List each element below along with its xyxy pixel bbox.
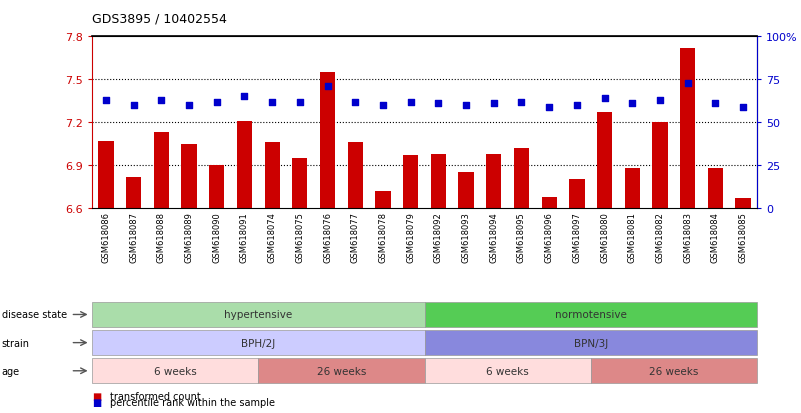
Bar bbox=[431, 154, 446, 209]
FancyBboxPatch shape bbox=[425, 358, 590, 384]
Text: GDS3895 / 10402554: GDS3895 / 10402554 bbox=[92, 12, 227, 25]
Text: BPN/3J: BPN/3J bbox=[574, 338, 608, 348]
Point bbox=[266, 99, 279, 106]
Text: age: age bbox=[2, 366, 20, 376]
Bar bbox=[292, 159, 308, 209]
Bar bbox=[458, 173, 473, 209]
Text: transformed count: transformed count bbox=[110, 392, 200, 401]
FancyBboxPatch shape bbox=[92, 358, 258, 384]
Text: strain: strain bbox=[2, 338, 30, 348]
Point bbox=[376, 102, 389, 109]
Point bbox=[155, 97, 167, 104]
FancyBboxPatch shape bbox=[258, 358, 425, 384]
Bar bbox=[597, 113, 612, 209]
Point bbox=[598, 95, 611, 102]
Text: ■: ■ bbox=[92, 397, 102, 407]
Bar bbox=[403, 156, 418, 209]
Point bbox=[127, 102, 140, 109]
Bar bbox=[264, 143, 280, 209]
FancyBboxPatch shape bbox=[590, 358, 757, 384]
Bar bbox=[154, 133, 169, 209]
Text: ■: ■ bbox=[92, 392, 102, 401]
Bar bbox=[652, 123, 667, 209]
Point bbox=[293, 99, 306, 106]
Bar bbox=[320, 73, 335, 209]
Bar bbox=[237, 121, 252, 209]
FancyBboxPatch shape bbox=[425, 330, 757, 356]
Bar bbox=[486, 154, 501, 209]
Point bbox=[570, 102, 583, 109]
Point bbox=[183, 102, 195, 109]
Bar bbox=[570, 180, 585, 209]
Text: percentile rank within the sample: percentile rank within the sample bbox=[110, 397, 275, 407]
Point bbox=[709, 101, 722, 107]
Bar bbox=[514, 149, 529, 209]
Bar bbox=[708, 169, 723, 209]
Point bbox=[460, 102, 473, 109]
Bar bbox=[625, 169, 640, 209]
Point bbox=[321, 83, 334, 90]
Point bbox=[238, 94, 251, 100]
Bar bbox=[541, 197, 557, 209]
Text: 26 weeks: 26 weeks bbox=[649, 366, 698, 376]
Point bbox=[349, 99, 362, 106]
Point bbox=[99, 97, 112, 104]
Bar bbox=[126, 177, 141, 209]
Point bbox=[737, 104, 750, 111]
Bar bbox=[182, 144, 197, 209]
Point bbox=[626, 101, 638, 107]
Bar bbox=[209, 166, 224, 209]
Point bbox=[405, 99, 417, 106]
Point bbox=[654, 97, 666, 104]
Point bbox=[487, 101, 500, 107]
Text: disease state: disease state bbox=[2, 310, 66, 320]
Bar bbox=[99, 141, 114, 209]
FancyBboxPatch shape bbox=[92, 330, 425, 356]
Bar bbox=[348, 143, 363, 209]
Point bbox=[515, 99, 528, 106]
Point bbox=[211, 99, 223, 106]
Text: 6 weeks: 6 weeks bbox=[486, 366, 529, 376]
Text: 6 weeks: 6 weeks bbox=[154, 366, 196, 376]
Text: normotensive: normotensive bbox=[555, 310, 626, 320]
Text: BPH/2J: BPH/2J bbox=[241, 338, 276, 348]
Text: hypertensive: hypertensive bbox=[224, 310, 292, 320]
Bar bbox=[376, 191, 391, 209]
Bar bbox=[735, 199, 751, 209]
Point bbox=[543, 104, 556, 111]
Bar bbox=[680, 49, 695, 209]
FancyBboxPatch shape bbox=[92, 302, 425, 328]
FancyBboxPatch shape bbox=[425, 302, 757, 328]
Text: 26 weeks: 26 weeks bbox=[316, 366, 366, 376]
Point bbox=[432, 101, 445, 107]
Point bbox=[682, 80, 694, 87]
